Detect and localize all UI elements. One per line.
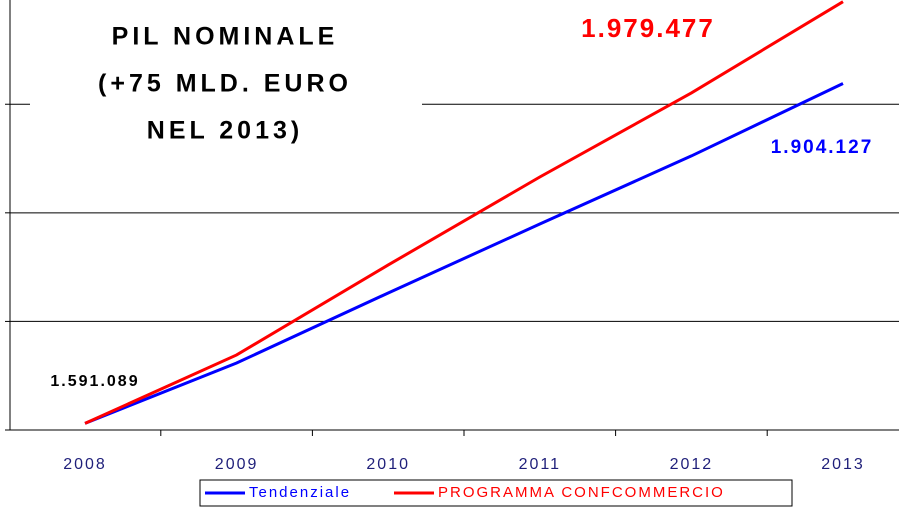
x-tick-label: 2013 <box>821 456 865 473</box>
x-tick-label: 2009 <box>215 456 259 473</box>
chart-title: (+75 MLD. EURO <box>98 70 352 98</box>
value-label: 1.591.089 <box>50 373 139 390</box>
title-box <box>30 8 422 158</box>
x-tick-label: 2012 <box>670 456 714 473</box>
x-tick-label: 2008 <box>63 456 107 473</box>
value-label: 1.979.477 <box>581 13 715 43</box>
legend-label: PROGRAMMA CONFCOMMERCIO <box>438 484 725 501</box>
line-series <box>84 82 844 425</box>
x-tick-label: 2011 <box>519 456 561 473</box>
value-label: 1.904.127 <box>771 137 874 158</box>
x-tick-label: 2010 <box>366 456 410 473</box>
chart-title: PIL NOMINALE <box>112 23 339 51</box>
legend-box <box>199 479 793 507</box>
legend-label: Tendenziale <box>249 484 351 501</box>
line-series <box>84 0 844 425</box>
chart-title: NEL 2013) <box>147 117 303 145</box>
